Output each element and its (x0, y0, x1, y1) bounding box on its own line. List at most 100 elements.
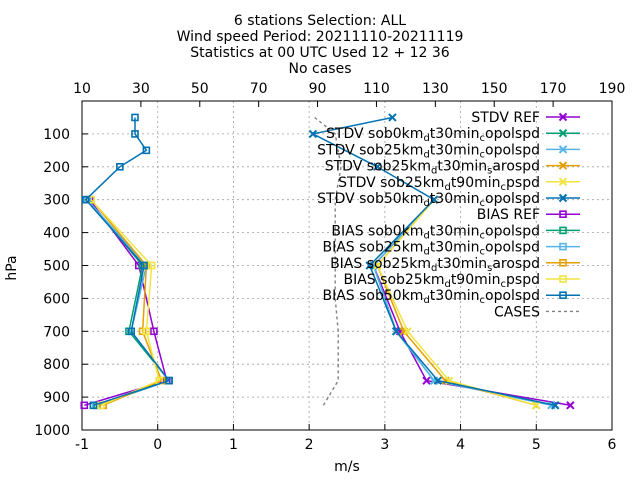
series-6 (80, 195, 171, 410)
legend-marker (559, 275, 567, 283)
series-line (86, 199, 171, 407)
legend-marker-b (558, 177, 568, 187)
legend-item: STDV REF (471, 110, 580, 126)
data-point (127, 327, 136, 336)
legend-marker (559, 291, 567, 300)
legend-marker (558, 128, 568, 138)
legend-marker-b (558, 193, 568, 203)
legend-marker (559, 226, 567, 235)
legend-marker-b (558, 145, 568, 154)
legend-marker (558, 145, 568, 154)
data-point (81, 195, 90, 204)
axis-ticks: -1 0 1 2 3 4 5 6 10 30 50 70 90 110 130 150 170 190 100 200… (34, 81, 625, 453)
series-line (84, 199, 168, 407)
data-point-b (422, 376, 431, 385)
data-point (140, 261, 148, 270)
series-line (90, 199, 163, 406)
legend-label: BIAS sob25kmdt90mincpspd (344, 272, 541, 290)
data-point (150, 327, 158, 336)
x2-tick-label: 10 (73, 81, 91, 97)
x-tick-label: 2 (305, 437, 314, 453)
data-point (551, 401, 560, 410)
y-tick-label: 900 (43, 390, 70, 406)
data-point-b (433, 376, 443, 385)
x2-tick-label: 170 (540, 81, 567, 97)
series-9 (87, 195, 166, 410)
legend-marker (559, 210, 567, 218)
y-axis-label: hPa (4, 255, 20, 280)
legend-item: CASES (494, 304, 580, 320)
series-12 (314, 116, 342, 406)
x-tick-label: 5 (532, 437, 541, 453)
y-tick-label: 1000 (34, 423, 70, 439)
data-point-b (373, 261, 382, 270)
legend-item: BIAS sob25kmdt30mincopolspd (322, 240, 580, 258)
series-line (90, 199, 161, 406)
series (80, 113, 575, 410)
data-point (388, 113, 397, 122)
legend-label: STDV sob25kmdt30minsarospd (325, 159, 540, 177)
legend-label: STDV sob0kmdt30mincopolspd (326, 126, 540, 144)
data-point (532, 401, 541, 410)
legend-marker-b (558, 161, 568, 170)
legend-item: STDV sob25kmdt30mincopolspd (317, 142, 580, 160)
data-point (403, 327, 412, 336)
x-tick-label: -1 (75, 437, 89, 453)
legend-label: BIAS sob25kmdt30mincopolspd (322, 240, 540, 258)
data-point (373, 261, 382, 270)
x-tick-label: 1 (229, 437, 238, 453)
x2-tick-label: 30 (132, 81, 150, 97)
legend-marker (558, 161, 568, 170)
data-point (142, 327, 151, 336)
legend-item: BIAS sob25kmdt90mincpspd (344, 272, 580, 290)
legend-label: BIAS sob50kmdt30mincopolspd (322, 288, 540, 306)
x2-tick-label: 190 (599, 81, 626, 97)
x2-tick-label: 150 (481, 81, 508, 97)
title-line-4: No cases (289, 61, 352, 77)
x2-tick-label: 110 (363, 81, 390, 97)
data-point-b (532, 401, 541, 410)
x2-tick-label: 70 (250, 81, 268, 97)
x-axis-label: m/s (334, 459, 360, 475)
data-point-b (403, 327, 412, 336)
data-point (131, 113, 139, 122)
legend-marker-b (558, 128, 568, 138)
legend-item: BIAS sob0kmdt30mincopolspd (331, 223, 580, 241)
data-point-b (388, 113, 397, 122)
y-tick-label: 500 (43, 259, 70, 275)
data-point (131, 130, 139, 138)
data-point (89, 401, 98, 410)
data-point-b (551, 401, 560, 410)
legend-label: STDV sob25kmdt90mincpspd (338, 175, 540, 193)
title-line-2: Wind speed Period: 20211110-20211119 (177, 29, 464, 45)
legend-marker (558, 112, 568, 122)
series-line (84, 117, 171, 407)
data-point (373, 162, 382, 172)
data-point (116, 163, 124, 171)
data-point (429, 195, 439, 204)
data-point-b (392, 327, 401, 336)
legend-item: STDV sob0kmdt30mincopolspd (326, 126, 580, 144)
x-tick-label: 6 (608, 437, 617, 453)
x-tick-label: 0 (153, 437, 162, 453)
legend-marker (558, 193, 568, 203)
title-line-3: Statistics at 00 UTC Used 12 + 12 36 (190, 45, 450, 61)
series-line (310, 116, 556, 407)
legend-marker (559, 242, 567, 251)
data-point (365, 261, 374, 270)
data-point-b (566, 401, 575, 410)
legend-item: BIAS sob50kmdt30mincopolspd (322, 288, 580, 306)
data-point (142, 146, 151, 155)
data-point (433, 376, 443, 385)
legend-marker-b (558, 112, 568, 122)
legend-label: BIAS sob0kmdt30mincopolspd (331, 223, 540, 241)
data-point (392, 327, 401, 336)
data-point (80, 401, 89, 410)
legend-marker (558, 177, 568, 187)
data-point (147, 261, 156, 270)
legend-item: STDV sob25kmdt90mincpspd (338, 175, 580, 193)
data-point (566, 401, 575, 410)
legend-item: STDV sob25kmdt30minsarospd (325, 159, 580, 177)
data-point-b (373, 162, 382, 172)
